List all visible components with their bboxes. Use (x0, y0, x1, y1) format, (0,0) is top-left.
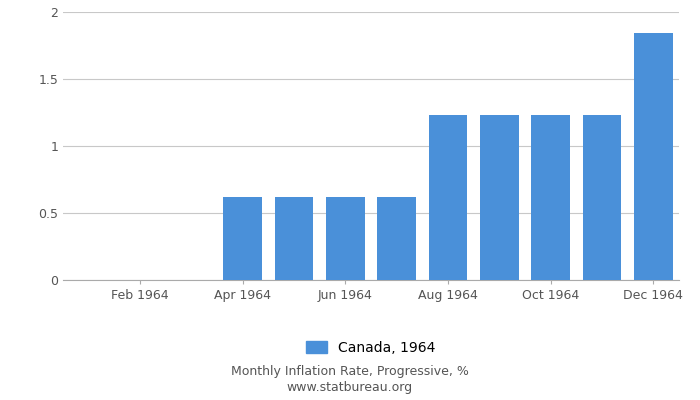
Bar (582, 115, 622, 280)
Bar (223, 197, 262, 280)
Bar (480, 115, 519, 280)
Text: Monthly Inflation Rate, Progressive, %: Monthly Inflation Rate, Progressive, % (231, 366, 469, 378)
Bar (634, 34, 673, 280)
Bar (326, 197, 365, 280)
Text: www.statbureau.org: www.statbureau.org (287, 382, 413, 394)
Bar (531, 115, 570, 280)
Bar (274, 197, 314, 280)
Legend: Canada, 1964: Canada, 1964 (307, 340, 435, 354)
Bar (428, 115, 468, 280)
Bar (377, 197, 416, 280)
